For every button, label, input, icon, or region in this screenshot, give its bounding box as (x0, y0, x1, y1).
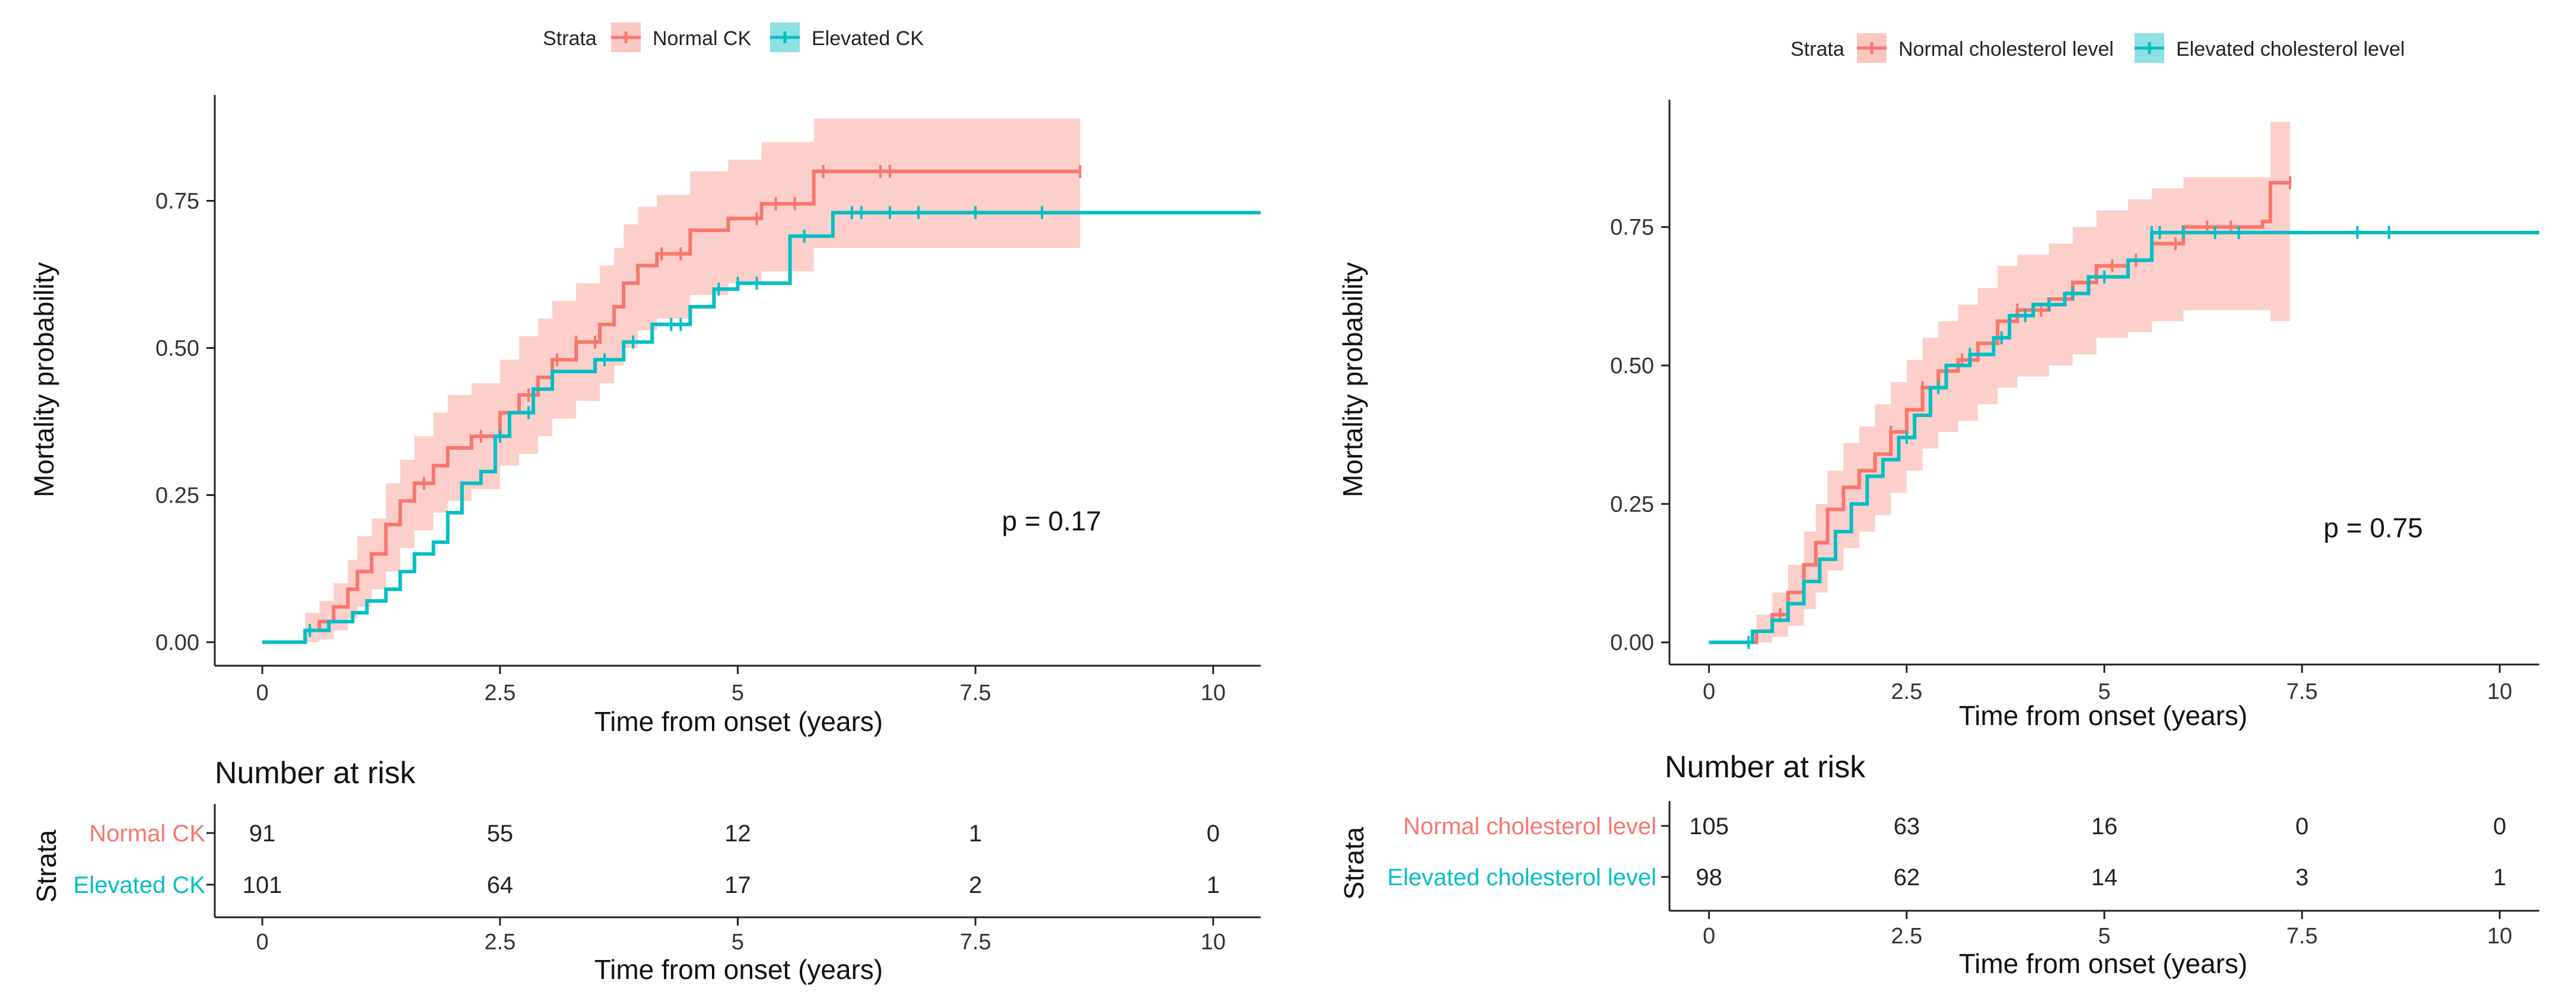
left-km-curve-0 (262, 169, 1080, 644)
left-risk-strata-title: Strata (31, 829, 62, 902)
left-risk-x-tick-label-2: 5 (732, 930, 744, 955)
left-risk-cell-0-4: 0 (1207, 821, 1220, 847)
right-risk-x-tick-label-4: 10 (2487, 924, 2512, 949)
left-risk-cell-0-0: 91 (249, 821, 276, 847)
left-x-axis-title: Time from onset (years) (594, 706, 883, 737)
right-x-tick-label-2: 5 (2098, 679, 2110, 704)
left-x-tick-label-2: 5 (732, 681, 744, 705)
left-panel: Strata Normal CK Elevated CK 0.00 0.25 0.5… (28, 23, 1261, 985)
left-risk-cell-1-0: 101 (243, 872, 282, 898)
left-risk-x-tick-label-4: 10 (1201, 930, 1226, 955)
left-risk-title: Number at risk (215, 756, 416, 790)
right-risk-cell-1-1: 62 (1894, 864, 1920, 891)
left-x-tick-label-0: 0 (256, 681, 269, 705)
right-risk-x-axis-title: Time from onset (years) (1959, 948, 2248, 979)
right-risk-cell-1-4: 1 (2493, 864, 2506, 891)
left-risk-label-normal: Normal CK (89, 821, 205, 847)
right-risk-x-tick-label-1: 2.5 (1891, 924, 1922, 949)
left-risk-cell-1-1: 64 (487, 872, 514, 898)
right-x-tick-label-0: 0 (1703, 679, 1715, 704)
left-ci-band-0 (262, 118, 1080, 643)
left-risk-x-tick-label-1: 2.5 (484, 930, 516, 955)
right-risk-cell-0-2: 16 (2091, 813, 2118, 840)
right-legend: Strata Normal cholesterol level Elevated… (1791, 33, 2405, 63)
right-risk-cell-1-0: 98 (1696, 864, 1722, 891)
right-risk-x-tick-label-0: 0 (1703, 924, 1715, 949)
right-y-tick-label-3: 0.75 (1610, 215, 1654, 240)
right-risk-label-elevated: Elevated cholesterol level (1387, 864, 1656, 891)
left-x-tick-label-3: 7.5 (960, 681, 991, 705)
right-x-tick-label-3: 7.5 (2286, 679, 2318, 704)
right-risk-cell-1-3: 3 (2295, 864, 2308, 891)
right-risk-cell-0-4: 0 (2493, 813, 2506, 840)
left-risk-cell-1-2: 17 (724, 872, 751, 898)
right-y-tick-label-2: 0.50 (1610, 354, 1654, 379)
left-risk-cell-0-2: 12 (724, 821, 751, 847)
right-x-axis-title: Time from onset (years) (1959, 700, 2248, 731)
left-risk-cell-1-3: 2 (969, 872, 982, 898)
right-km-curve-1 (1709, 231, 2539, 644)
left-y-tick-label-0: 0.00 (155, 630, 199, 655)
right-y-tick-label-0: 0.00 (1610, 631, 1654, 656)
right-legend-title: Strata (1791, 38, 1844, 61)
left-y-tick-label-3: 0.75 (155, 189, 199, 214)
right-y-tick-label-1: 0.25 (1610, 492, 1654, 517)
right-x-tick-label-1: 2.5 (1891, 679, 1922, 704)
right-risk-label-normal: Normal cholesterol level (1403, 813, 1656, 840)
left-x-tick-label-1: 2.5 (484, 681, 516, 705)
left-km-plot: 0.00 0.25 0.50 0.75 0 2.5 5 7.5 10 (155, 118, 1261, 705)
left-km-curve-1 (262, 211, 1261, 644)
left-y-tick-label-1: 0.25 (155, 483, 199, 508)
left-x-tick-label-4: 10 (1201, 681, 1226, 705)
left-risk-cell-0-1: 55 (487, 821, 514, 847)
right-p-value: p = 0.75 (2323, 512, 2423, 543)
left-p-value: p = 0.17 (1002, 506, 1102, 536)
left-legend-label-elevated: Elevated CK (812, 27, 924, 50)
right-risk-cell-1-2: 14 (2091, 864, 2118, 891)
right-y-axis-title: Mortality probability (1337, 262, 1368, 497)
left-legend: Strata Normal CK Elevated CK (543, 23, 924, 52)
left-risk-x-tick-label-0: 0 (256, 930, 269, 955)
right-risk-cell-0-1: 63 (1894, 813, 1920, 840)
left-risk-cell-1-4: 1 (1207, 872, 1220, 898)
right-risk-x-tick-label-3: 7.5 (2286, 924, 2318, 949)
left-y-axis-title: Mortality probability (28, 262, 59, 497)
right-x-tick-label-4: 10 (2487, 679, 2512, 704)
right-panel: Strata Normal cholesterol level Elevated… (1337, 33, 2539, 979)
left-risk-cell-0-3: 1 (969, 821, 982, 847)
right-legend-label-elevated: Elevated cholesterol level (2176, 38, 2405, 61)
left-risk-x-tick-label-3: 7.5 (960, 930, 991, 955)
right-legend-label-normal: Normal cholesterol level (1898, 38, 2114, 61)
left-y-tick-label-2: 0.50 (155, 336, 199, 361)
right-risk-strata-title: Strata (1338, 826, 1369, 899)
right-risk-title: Number at risk (1665, 750, 1866, 784)
right-risk-cell-0-0: 105 (1689, 813, 1729, 840)
right-ci-band-0 (1709, 122, 2291, 643)
left-risk-label-elevated: Elevated CK (74, 872, 206, 898)
right-risk-numbers: 105 63 16 0 098 62 14 3 10 2.5 5 7.5 10 (1661, 813, 2513, 949)
left-legend-title: Strata (543, 27, 597, 50)
right-km-plot: 0.00 0.25 0.50 0.75 0 2.5 5 7.5 10 (1610, 122, 2539, 704)
left-legend-label-normal: Normal CK (653, 27, 752, 50)
right-risk-x-tick-label-2: 5 (2098, 924, 2110, 949)
right-risk-cell-0-3: 0 (2295, 813, 2308, 840)
left-risk-x-axis-title: Time from onset (years) (594, 954, 883, 985)
